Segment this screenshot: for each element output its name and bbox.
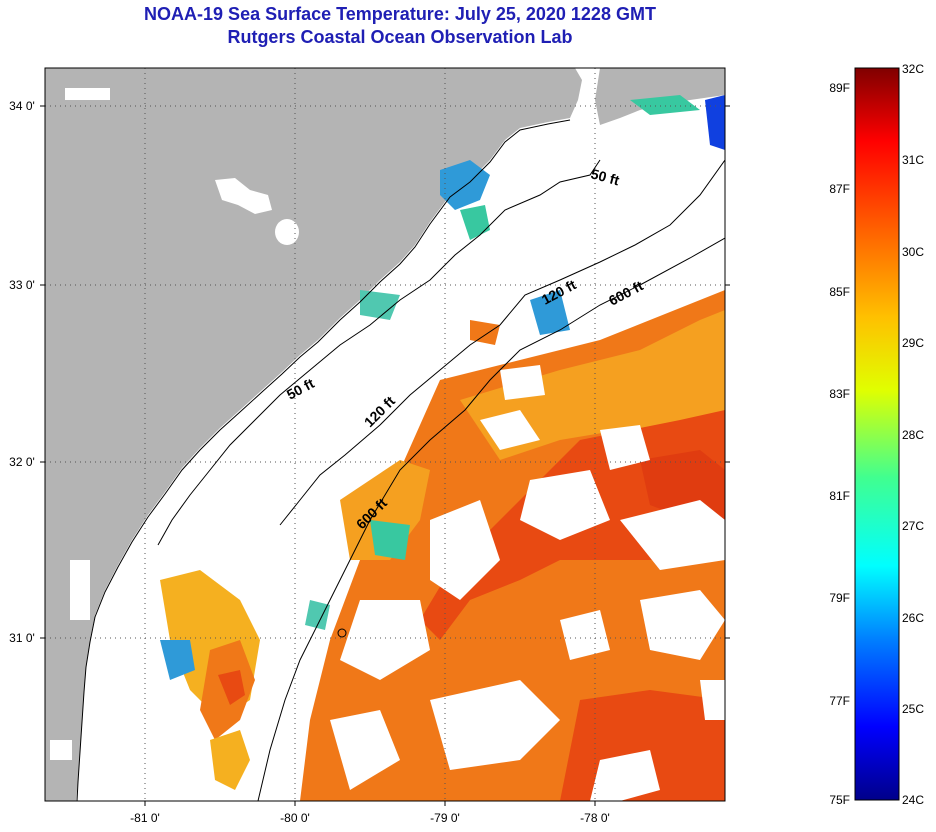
colorbar-c-label: 29C xyxy=(902,336,924,350)
colorbar-c-label: 24C xyxy=(902,793,924,807)
colorbar-c-label: 31C xyxy=(902,153,924,167)
lon-label: -78 0' xyxy=(580,811,610,825)
graticule xyxy=(45,68,725,801)
lat-label: 34 0' xyxy=(9,99,35,113)
lat-label: 32 0' xyxy=(9,455,35,469)
coastline xyxy=(76,119,571,801)
isobaths xyxy=(157,159,725,801)
map-area xyxy=(45,68,725,801)
colorbar-c-label: 32C xyxy=(902,62,924,76)
colorbar-c-labels: 32C 31C 30C 29C 28C 27C 26C 25C 24C xyxy=(902,62,924,807)
colorbar-c-label: 27C xyxy=(902,519,924,533)
lon-label: -80 0' xyxy=(280,811,310,825)
sst-cloud-gaps xyxy=(330,365,725,801)
colorbar-c-label: 28C xyxy=(902,428,924,442)
land-cloud-3 xyxy=(65,88,110,100)
figure-subtitle: Rutgers Coastal Ocean Observation Lab xyxy=(227,27,573,47)
land-cloud-5 xyxy=(50,740,72,760)
land-cloud xyxy=(215,178,272,214)
colorbar-c-label: 30C xyxy=(902,245,924,259)
figure-title: NOAA-19 Sea Surface Temperature: July 25… xyxy=(144,4,656,24)
lon-labels: -81 0' -80 0' -79 0' -78 0' xyxy=(130,811,610,825)
lat-label: 33 0' xyxy=(9,278,35,292)
land-mass-ne xyxy=(595,68,725,125)
contour-label-50-a: 50 ft xyxy=(589,165,621,188)
colorbar-f-label: 87F xyxy=(829,182,850,196)
colorbar-f-labels: 89F 87F 85F 83F 81F 79F 77F 75F xyxy=(829,81,850,807)
land-cloud-4 xyxy=(70,560,90,620)
isobath-120 xyxy=(279,159,725,526)
colorbar-f-label: 79F xyxy=(829,591,850,605)
map-border xyxy=(44,67,726,802)
land-cloud-2 xyxy=(275,219,299,245)
lon-label: -81 0' xyxy=(130,811,160,825)
lat-label: 31 0' xyxy=(9,631,35,645)
colorbar-f-label: 75F xyxy=(829,793,850,807)
land-mass xyxy=(45,68,582,801)
axis-ticks xyxy=(40,105,730,806)
sst-cool-patches xyxy=(160,95,725,680)
lon-label: -79 0' xyxy=(430,811,460,825)
lat-labels: 34 0' 33 0' 32 0' 31 0' xyxy=(9,99,35,645)
colorbar xyxy=(854,67,900,801)
colorbar-c-label: 25C xyxy=(902,702,924,716)
isobath-600 xyxy=(257,237,725,801)
colorbar-f-label: 89F xyxy=(829,81,850,95)
colorbar-f-label: 77F xyxy=(829,694,850,708)
colorbar-f-label: 81F xyxy=(829,489,850,503)
colorbar-c-label: 26C xyxy=(902,611,924,625)
colorbar-f-label: 83F xyxy=(829,387,850,401)
colorbar-f-label: 85F xyxy=(829,285,850,299)
isobath-50 xyxy=(157,159,601,546)
